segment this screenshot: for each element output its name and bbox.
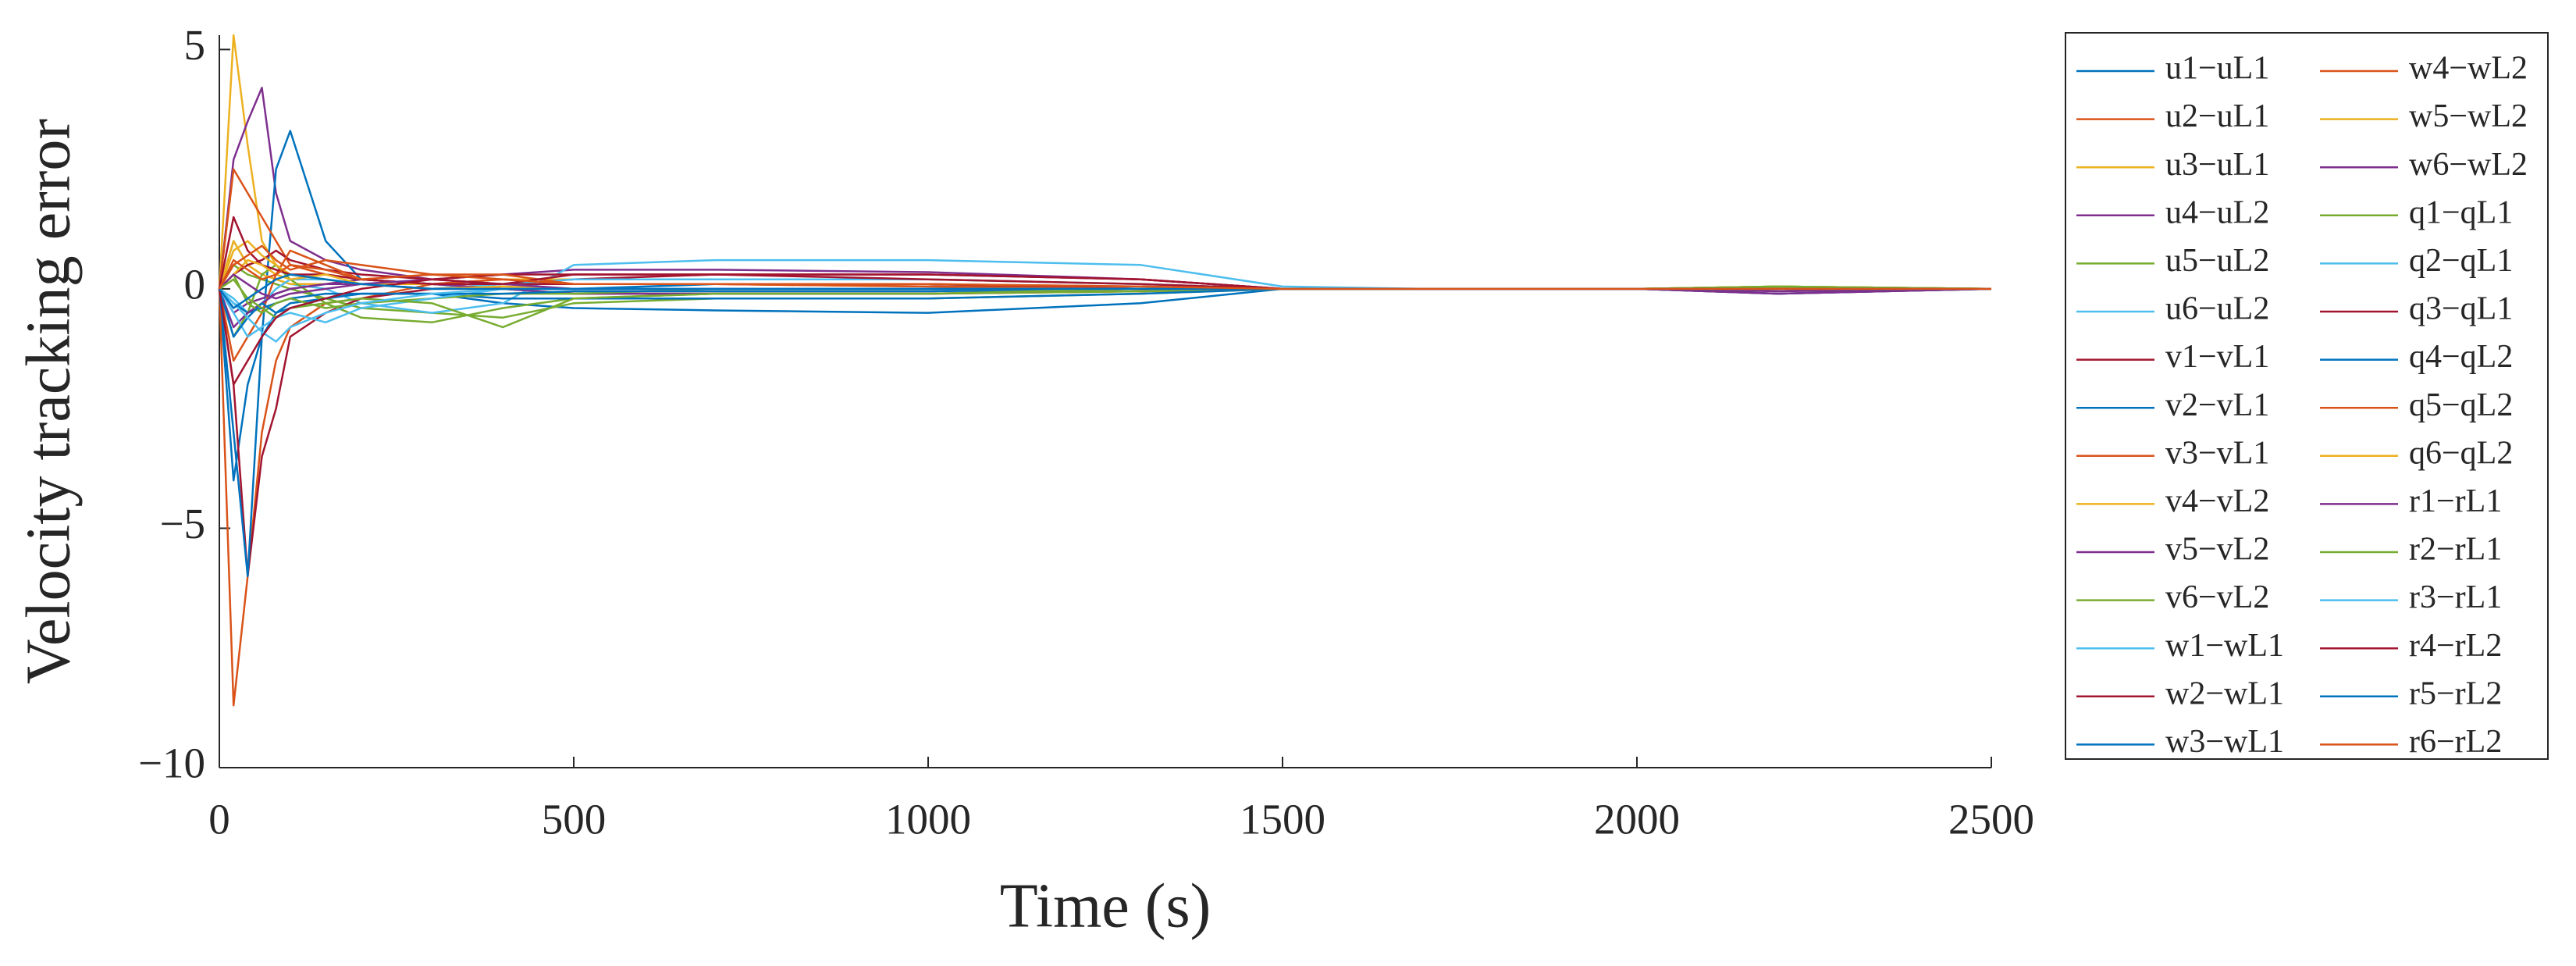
legend-label: w3−wL1 (2165, 724, 2284, 760)
series-line (218, 87, 1992, 293)
series-line (218, 34, 1992, 295)
legend-label: r4−rL2 (2409, 628, 2502, 664)
legend-label: w4−wL2 (2409, 51, 2528, 87)
legend-label: u6−uL2 (2165, 291, 2269, 327)
legend-label: v6−vL2 (2165, 579, 2269, 615)
x-tick-label: 2000 (1594, 796, 1680, 843)
series-line (218, 273, 1991, 578)
series-line (218, 130, 1991, 578)
y-tick-label: −10 (138, 740, 205, 787)
legend-label: q2−qL1 (2409, 243, 2513, 279)
legend-label: r1−rL1 (2409, 483, 2502, 519)
legend-label: q6−qL2 (2409, 435, 2513, 471)
legend-label: r2−rL1 (2409, 532, 2502, 568)
legend-label: w6−wL2 (2409, 147, 2528, 183)
x-tick-label: 500 (542, 796, 607, 843)
legend-box (2065, 32, 2549, 760)
series-line (218, 258, 1991, 291)
legend-label: w5−wL2 (2409, 98, 2528, 134)
legend-label: q5−qL2 (2409, 387, 2513, 423)
y-tick-label: −5 (159, 500, 205, 547)
y-tick-label: 0 (184, 261, 206, 308)
x-axis-label: Time (s) (1000, 872, 1211, 940)
legend-label: u2−uL1 (2165, 98, 2269, 134)
legend-label: r6−rL2 (2409, 724, 2502, 760)
x-tick-label: 0 (208, 796, 230, 843)
legend-label: w2−wL1 (2165, 675, 2284, 711)
legend-label: u4−uL2 (2165, 194, 2269, 230)
legend-label: v5−vL2 (2165, 532, 2269, 568)
legend-label: q1−qL1 (2409, 194, 2513, 230)
legend-label: u3−uL1 (2165, 147, 2269, 183)
legend-label: q4−qL2 (2409, 339, 2513, 375)
legend-label: v1−vL1 (2165, 339, 2269, 375)
legend-label: v3−vL1 (2165, 435, 2269, 471)
y-tick-label: 5 (184, 21, 206, 69)
series-line (218, 240, 1991, 314)
series-line (218, 287, 1991, 338)
legend-label: u5−uL2 (2165, 243, 2269, 279)
series-line (218, 287, 1991, 338)
y-axis-label: Velocity tracking error (14, 119, 83, 684)
series-line (218, 278, 1991, 707)
legend-label: v2−vL1 (2165, 387, 2269, 423)
x-tick-label: 2500 (1948, 796, 2034, 843)
x-tick-label: 1000 (885, 796, 971, 843)
legend-label: r5−rL2 (2409, 675, 2502, 711)
series-line (218, 287, 1991, 482)
legend-label: q3−qL1 (2409, 291, 2513, 327)
legend-label: w1−wL1 (2165, 628, 2284, 664)
legend-label: v4−vL2 (2165, 483, 2269, 519)
x-tick-label: 1500 (1240, 796, 1325, 843)
legend-label: r3−rL1 (2409, 579, 2502, 615)
legend-label: u1−uL1 (2165, 51, 2269, 87)
